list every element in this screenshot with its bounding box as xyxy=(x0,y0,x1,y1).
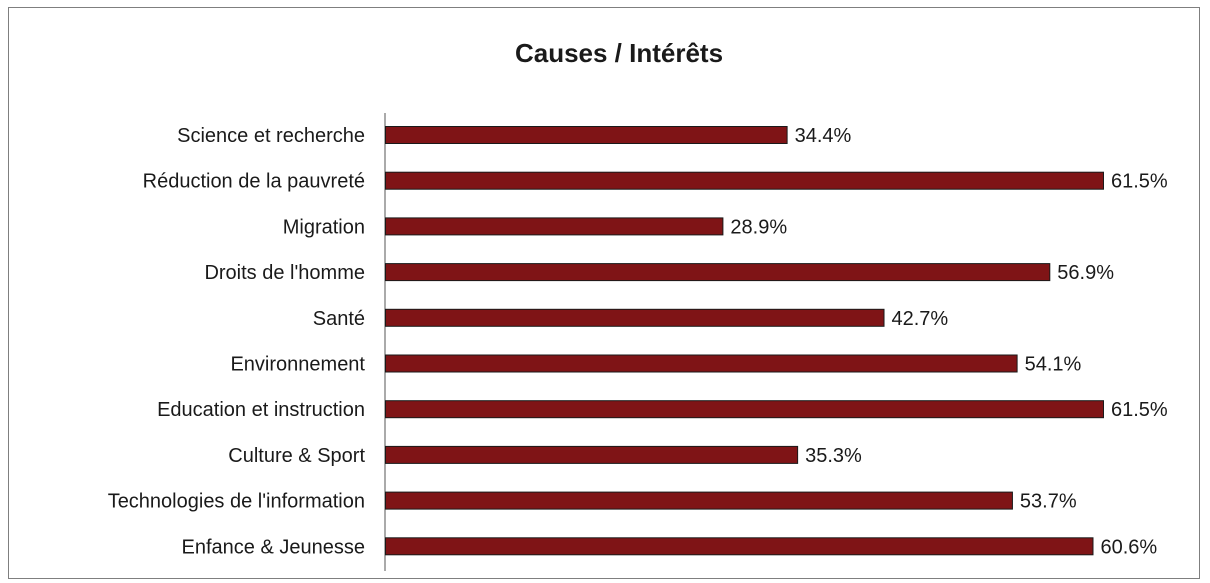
category-label: Réduction de la pauvreté xyxy=(143,171,365,193)
value-label: 35.3% xyxy=(805,445,862,467)
bar xyxy=(385,445,799,464)
bar xyxy=(385,263,1051,282)
category-label: Droits de l'homme xyxy=(204,262,365,284)
category-label: Migration xyxy=(283,216,365,238)
bar xyxy=(385,491,1013,510)
value-label: 53.7% xyxy=(1020,491,1077,513)
value-label: 34.4% xyxy=(795,125,852,147)
bar xyxy=(385,126,788,144)
value-label: 28.9% xyxy=(730,216,787,238)
value-label: 61.5% xyxy=(1111,399,1168,421)
category-label: Science et recherche xyxy=(177,125,365,147)
category-label: Technologies de l'information xyxy=(108,491,365,513)
value-label: 61.5% xyxy=(1111,171,1168,193)
category-label: Enfance & Jeunesse xyxy=(182,536,365,558)
bar xyxy=(385,171,1104,190)
chart-title: Causes / Intérêts xyxy=(515,38,723,68)
category-label: Environnement xyxy=(230,354,365,376)
bar xyxy=(385,537,1094,556)
value-label: 54.1% xyxy=(1025,354,1082,376)
value-label: 42.7% xyxy=(892,308,949,330)
bar xyxy=(385,217,724,236)
bar xyxy=(385,400,1104,419)
chart-frame xyxy=(8,7,1200,579)
category-label: Culture & Sport xyxy=(228,445,365,467)
value-label: 56.9% xyxy=(1057,262,1114,284)
value-label: 60.6% xyxy=(1100,536,1157,558)
category-label: Education et instruction xyxy=(157,399,365,421)
bar xyxy=(385,354,1018,373)
bar xyxy=(385,308,885,327)
category-label: Santé xyxy=(313,308,365,330)
bars-layer: Science et recherche 34.4% Réduction de la… xyxy=(108,125,1168,558)
